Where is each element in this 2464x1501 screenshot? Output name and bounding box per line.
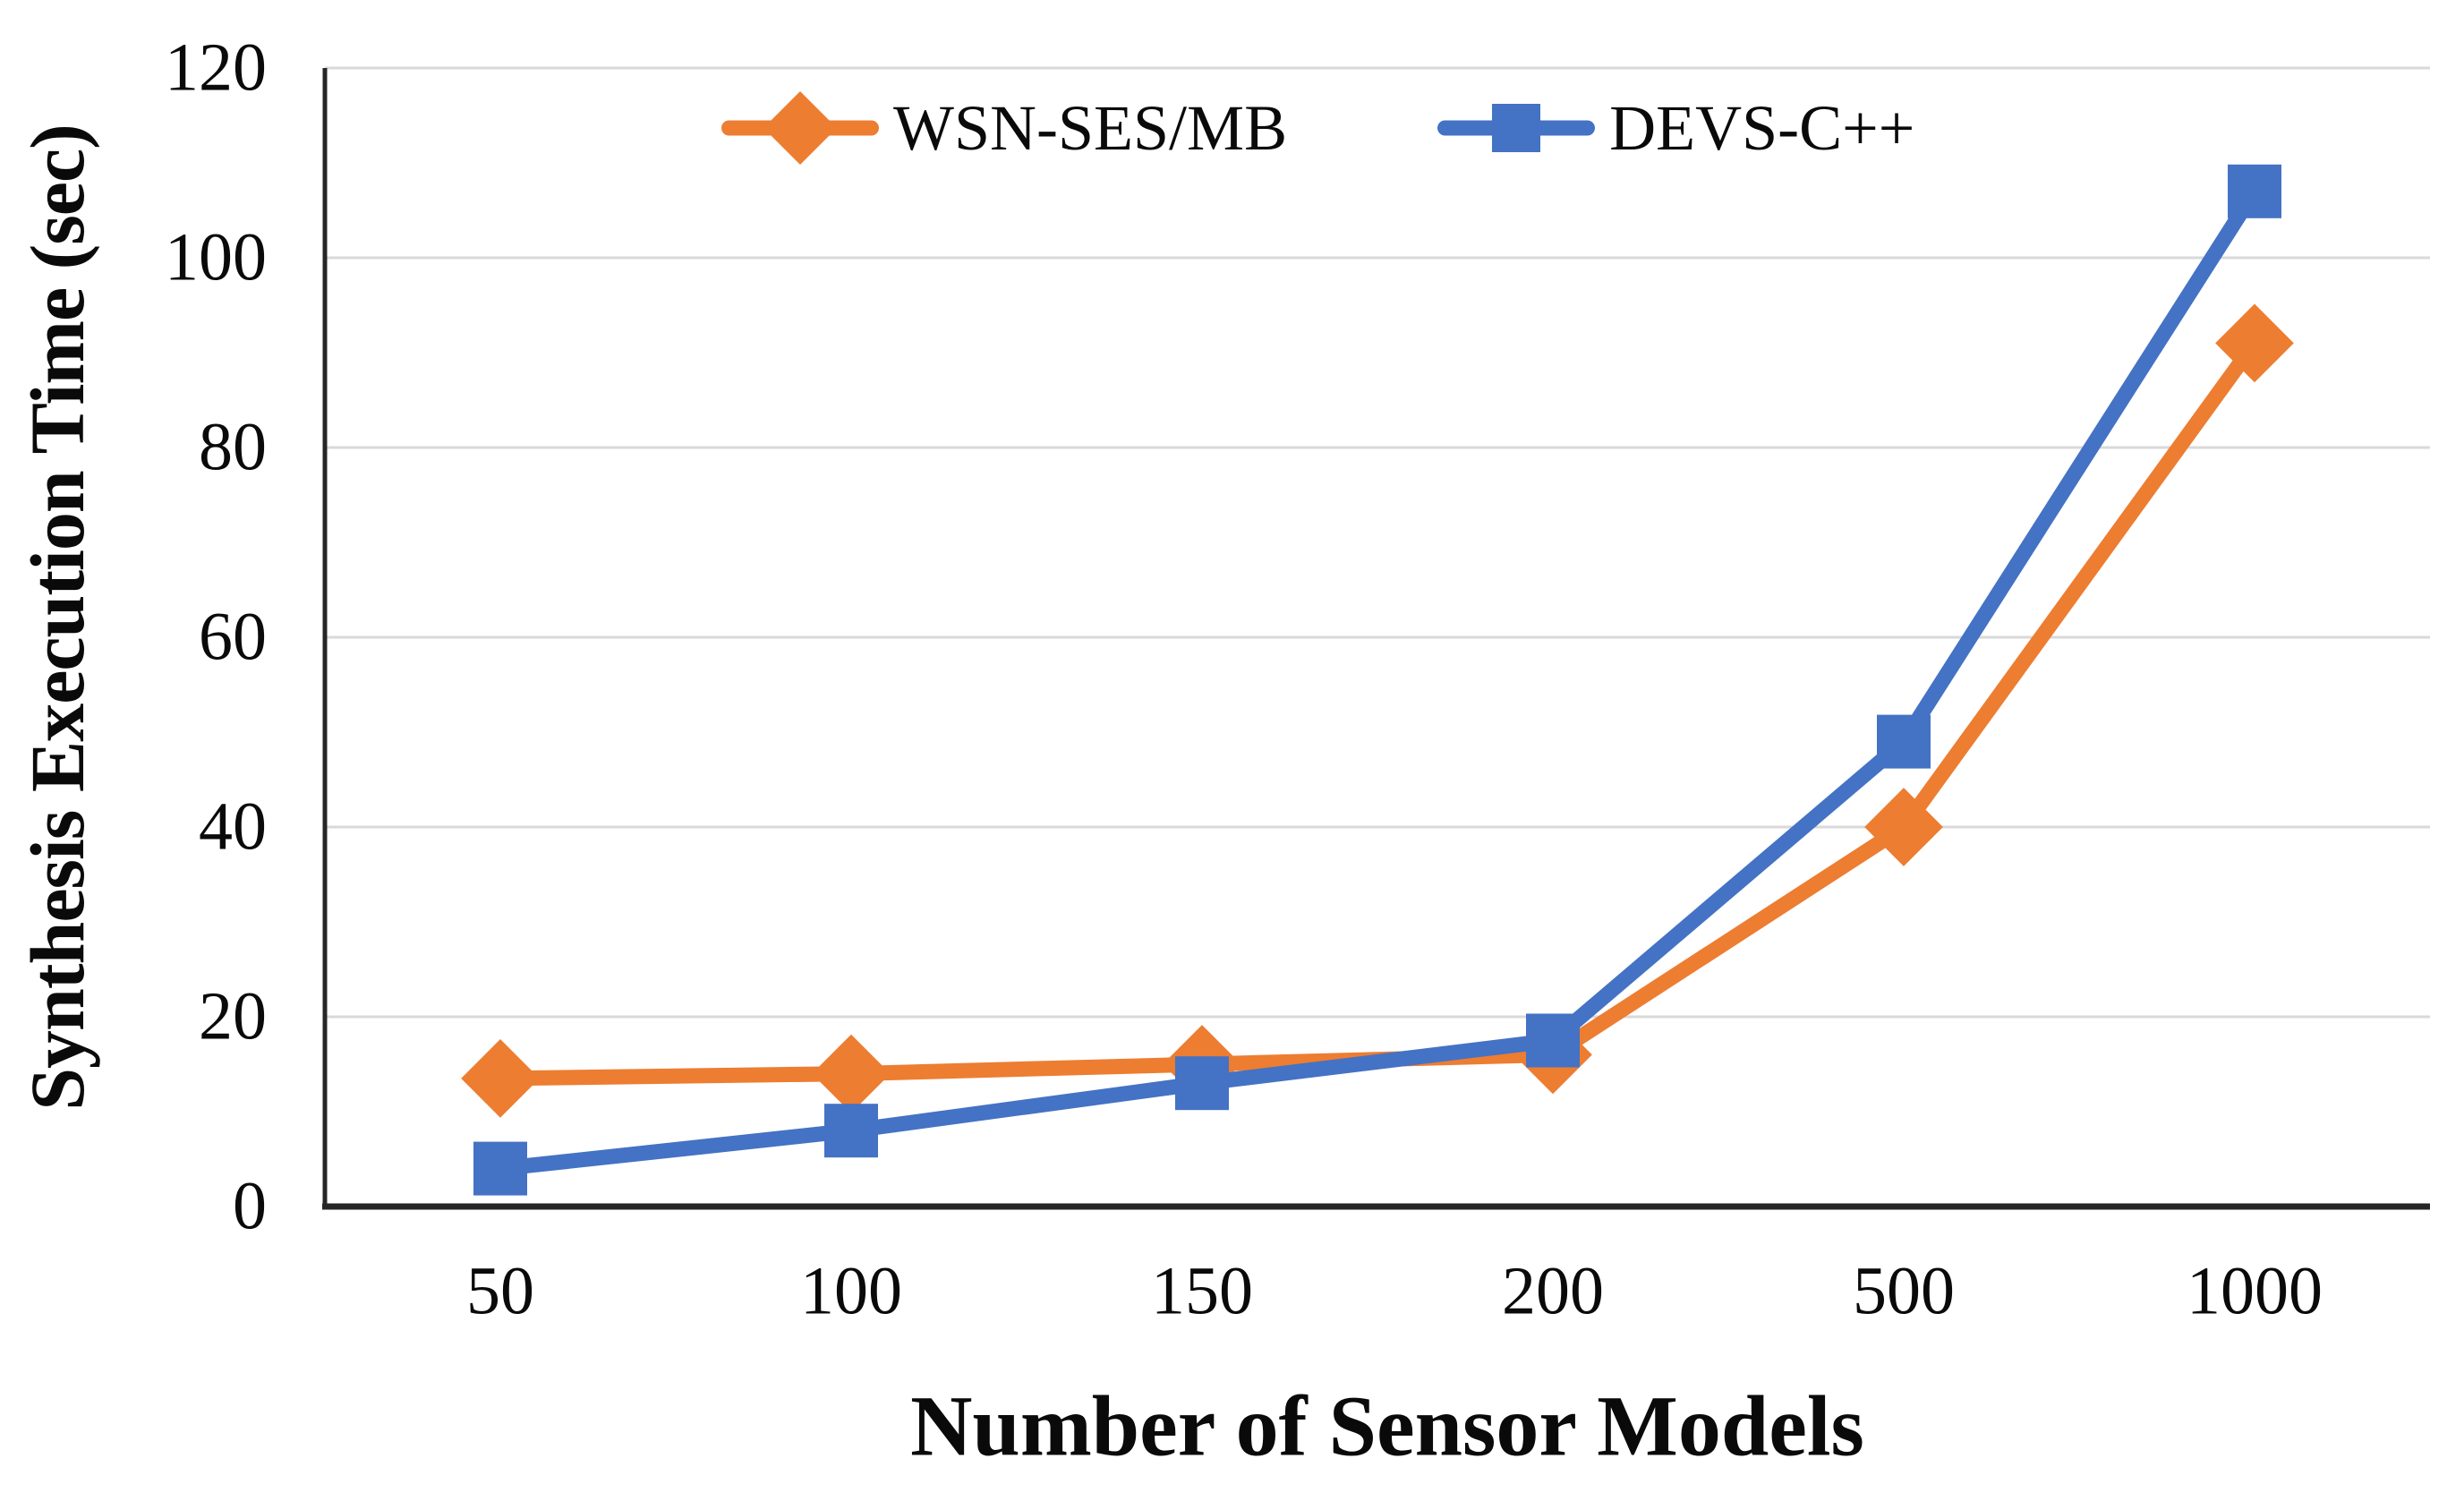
data-point-diamond-marker [812,1034,891,1113]
y-axis-title: Synthesis Execution Time (sec) [14,124,100,1111]
data-point-square-marker [473,1141,527,1196]
y-tick-label: 80 [199,409,267,485]
x-tick-label: 500 [1853,1253,1955,1329]
legend-diamond-marker-icon [721,88,879,168]
data-point-square-marker [824,1104,878,1158]
data-point-square-marker [1526,1013,1580,1068]
series-line-wsn-ses-mb [492,335,2263,1087]
y-tick-label: 40 [199,789,267,865]
x-axis-title: Number of Sensor Models [910,1377,1864,1474]
data-point-diamond-marker [461,1039,540,1118]
data-point-square-marker [1877,714,1931,769]
legend-item-devs-c: DEVS-C++ [1437,88,1914,168]
y-tick-label: 60 [199,599,267,675]
x-tick-label: 150 [1151,1253,1253,1329]
y-tick-label: 20 [199,978,267,1054]
legend-item-wsn-ses-mb: WSN-SES/MB [721,88,1287,168]
y-tick-label: 120 [165,30,267,106]
y-tick-label: 0 [233,1168,267,1244]
data-point-square-marker [1175,1056,1229,1111]
x-tick-label: 50 [466,1253,534,1329]
legend-label-wsn-ses-mb: WSN-SES/MB [893,92,1288,164]
legend: WSN-SES/MB DEVS-C++ [721,88,1914,168]
square-marker-icon [1492,104,1541,152]
series-line-devs-c [492,183,2263,1177]
legend-square-marker-icon [1437,88,1596,168]
x-tick-label: 200 [1502,1253,1604,1329]
data-point-square-marker [2228,164,2281,218]
x-tick-label: 1000 [2187,1253,2323,1329]
x-tick-label: 100 [800,1253,902,1329]
diamond-marker-icon [763,90,838,166]
legend-label-devs-c: DEVS-C++ [1609,92,1915,164]
y-tick-label: 100 [165,219,267,295]
